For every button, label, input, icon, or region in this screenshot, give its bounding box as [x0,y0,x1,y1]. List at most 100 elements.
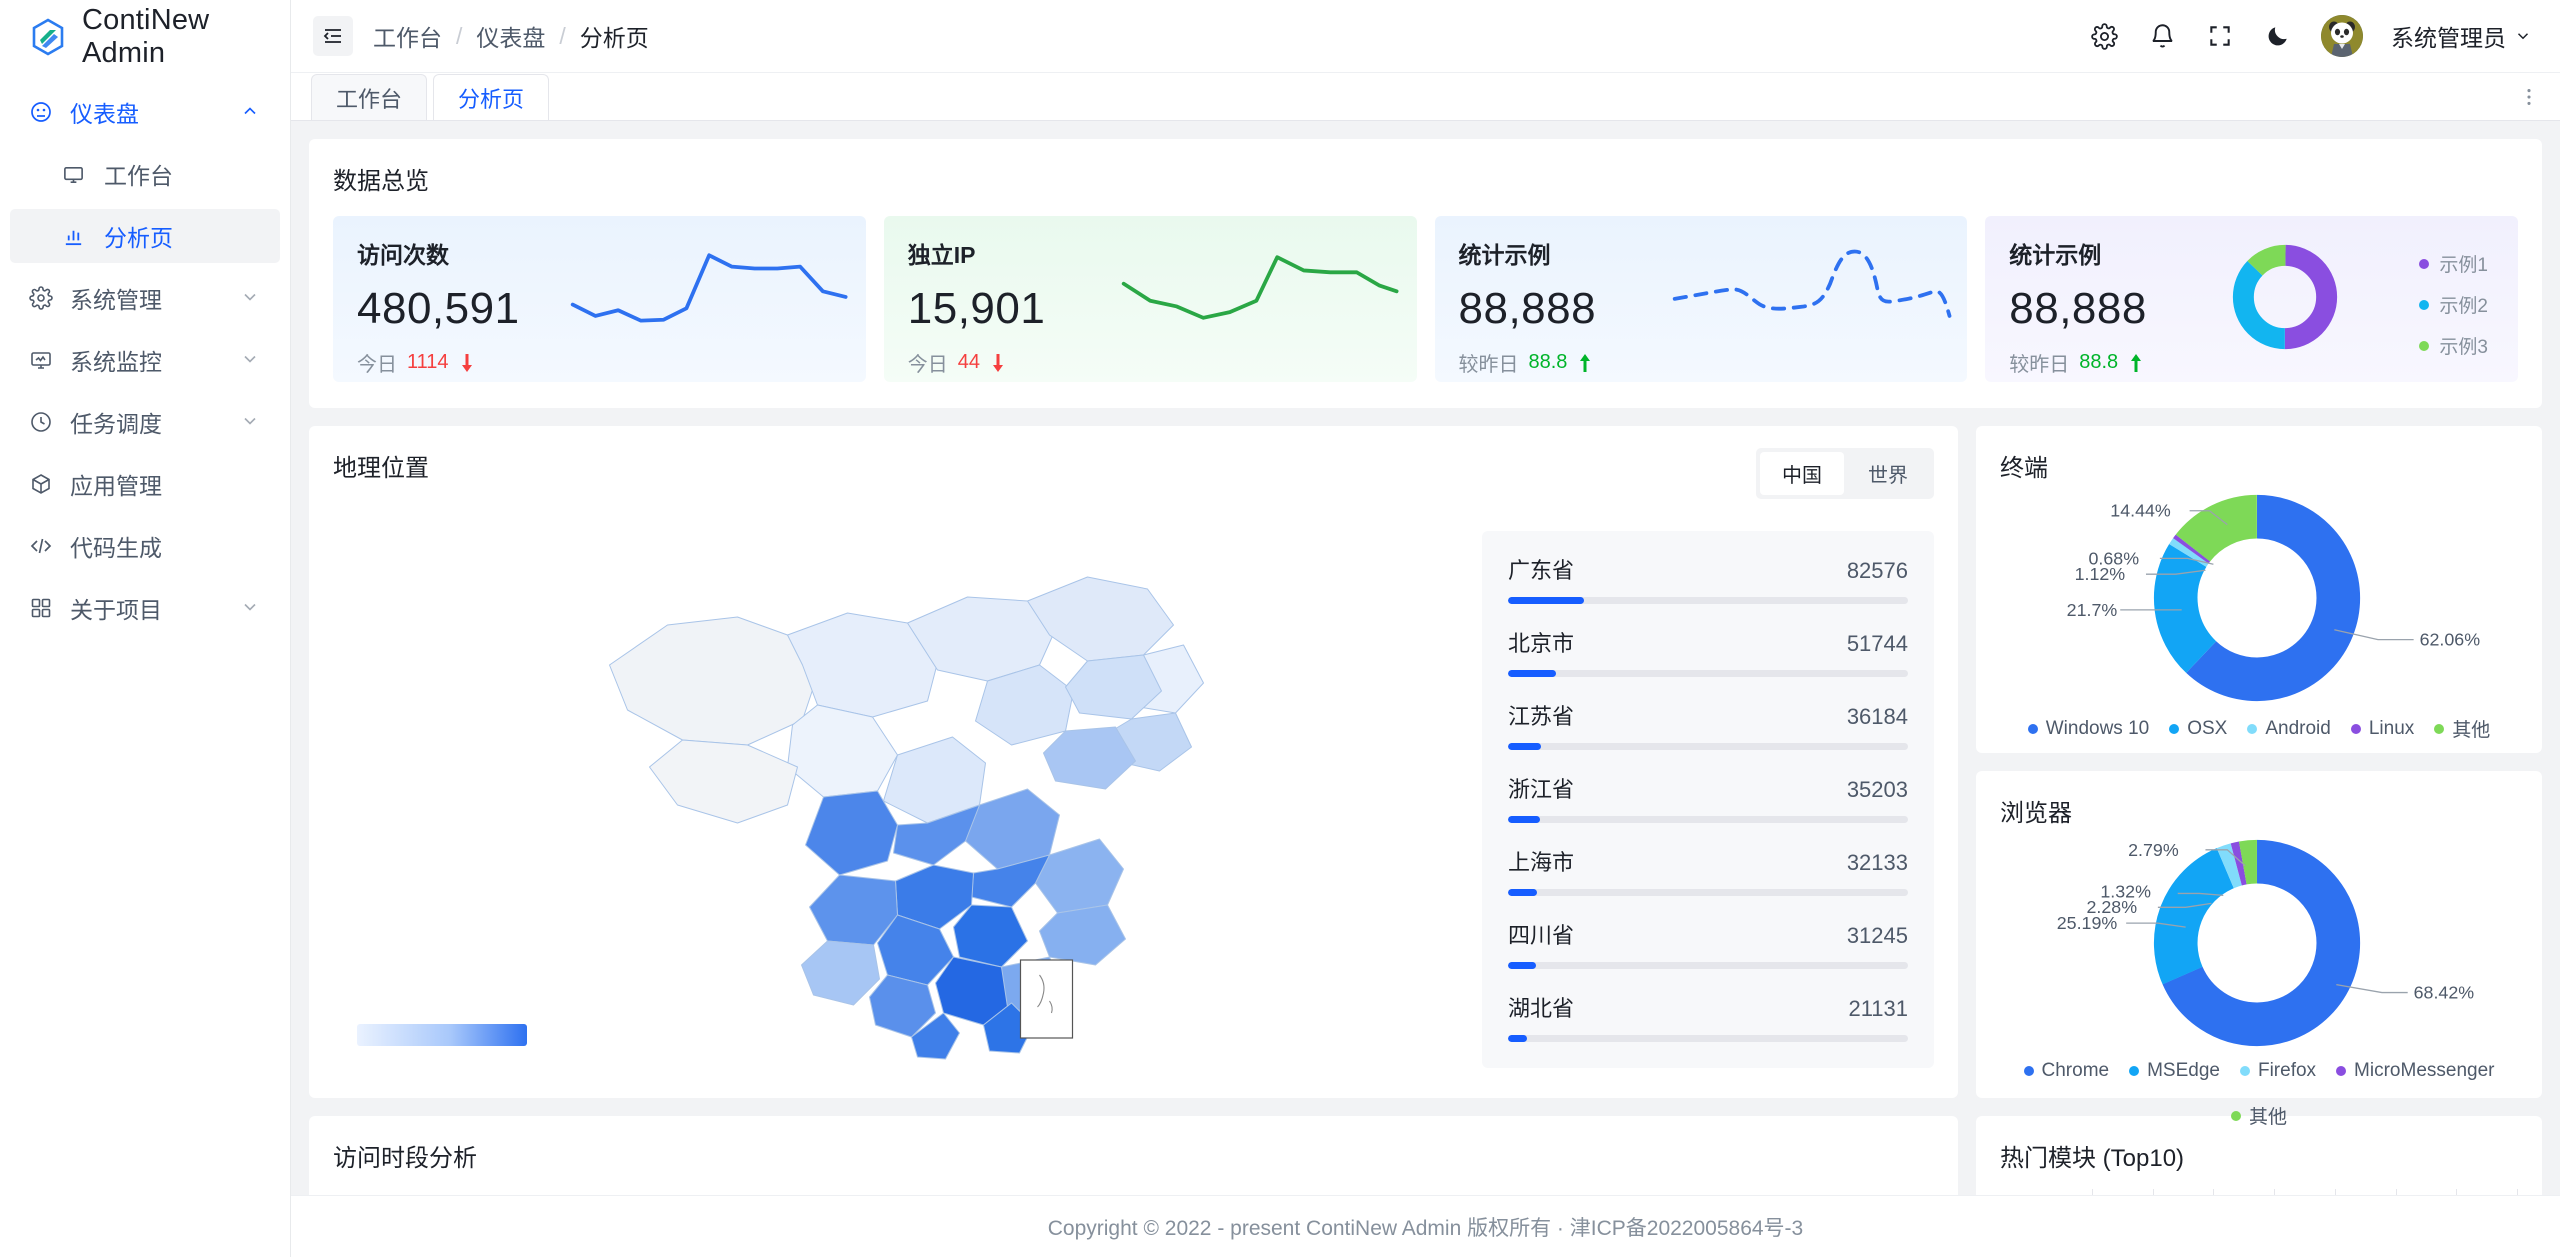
province-ranking-list: 广东省 82576 北京市 51744 江苏省 36184 [1482,531,1934,1068]
tab-analysis[interactable]: 分析页 [433,74,550,120]
legend-label: Android [2265,717,2331,739]
tab-workbench[interactable]: 工作台 [311,74,428,120]
stat-name: 统计示例 [2009,242,2102,268]
sidebar-item-about-project[interactable]: 关于项目 [10,581,280,635]
province-value: 35203 [1846,777,1908,802]
legend-dot [2434,723,2445,734]
stat-name: 访问次数 [357,242,449,268]
brand-name: ContiNew Admin [82,3,210,69]
sidebar-item-label: 系统管理 [70,287,162,313]
province-name: 北京市 [1508,631,1575,656]
legend-item: Linux [2350,715,2415,742]
sidebar-item-workbench[interactable]: 工作台 [10,147,280,201]
gear-icon[interactable] [2089,21,2119,51]
sidebar-item-label: 分析页 [104,225,173,251]
timeline-card: 访问时段分析 100k [309,1116,1958,1195]
more-vertical-icon[interactable] [2518,86,2540,120]
legend-label: Linux [2368,717,2415,739]
legend-dot [2350,723,2361,734]
legend-item: MSEdge [2129,1060,2220,1082]
terminal-title: 终端 [2000,455,2048,482]
province-value: 32133 [1846,850,1908,875]
province-value: 36184 [1846,704,1908,729]
sidebar-item-dashboard[interactable]: 仪表盘 [10,85,280,139]
list-item[interactable]: 浙江省 35203 [1508,772,1908,823]
right-column: 终端 [1976,426,2542,1128]
hot-modules-title: 热门模块 (Top10) [2000,1145,2185,1172]
province-bar [1508,670,1908,677]
legend-dot [2169,723,2180,734]
stat-card-unique-ip[interactable]: 独立IP 15,901 今日 44 [883,216,1417,382]
province-bar [1508,889,1908,896]
breadcrumb-item-3[interactable]: 分析页 [579,25,649,51]
breadcrumb-item-2[interactable]: 仪表盘 [476,25,546,51]
stat-sub-value: 1114 [407,351,449,373]
taiwan-inset [1019,959,1074,1039]
overview-card: 数据总览 访问次数 480,591 今日 1114 [309,139,2542,408]
sidebar-item-code-generation[interactable]: 代码生成 [10,519,280,573]
list-item[interactable]: 北京市 51744 [1508,626,1908,677]
avatar[interactable] [2321,15,2363,57]
sidebar-item-analysis[interactable]: 分析页 [10,209,280,263]
brand[interactable]: ContiNew Admin [0,0,290,73]
user-menu[interactable]: 系统管理员 [2391,19,2532,53]
stat-card-example-line[interactable]: 统计示例 88,888 较昨日 88.8 [1434,216,1968,382]
china-map[interactable] [333,505,1482,1068]
sidebar-item-label: 代码生成 [70,535,162,561]
pie-label-other: 14.44% [2110,501,2171,521]
trend-down-icon [459,353,475,372]
legend-item: 其他 [2434,715,2490,742]
stat-card-visits[interactable]: 访问次数 480,591 今日 1114 [333,216,866,382]
list-item[interactable]: 江苏省 36184 [1508,699,1908,750]
stat-value: 15,901 [907,284,1046,333]
stat-value: 480,591 [357,284,520,333]
legend-item: Android [2247,715,2331,742]
chevron-down-icon [240,597,262,619]
sidebar-item-system-management[interactable]: 系统管理 [10,271,280,325]
bottom-section: 访问时段分析 100k 热门模块 (Top10) 用户管理 [309,1116,2542,1195]
breadcrumb-item-1[interactable]: 工作台 [373,25,442,51]
monitor-icon [60,161,86,187]
breadcrumb-separator: / [456,22,463,49]
stat-subtext: 较昨日 88.8 [1459,348,1597,377]
collapse-sidebar-icon[interactable] [313,16,353,56]
sidebar-item-label: 工作台 [104,163,173,189]
stat-value: 88,888 [1458,284,1597,333]
legend-item: 示例2 [2419,291,2488,318]
pie-label-osx: 21.7% [2067,600,2118,620]
legend-dot [2239,1066,2250,1076]
list-item[interactable]: 湖北省 21131 [1508,991,1908,1042]
province-bar [1508,597,1908,604]
seg-btn-world[interactable]: 世界 [1868,465,1908,487]
list-item[interactable]: 四川省 31245 [1508,918,1908,969]
hot-modules-card: 热门模块 (Top10) 用户管理 [1976,1116,2542,1195]
legend-label: 示例1 [2439,255,2488,276]
province-name: 广东省 [1508,558,1575,583]
stat-sub-label: 今日 [907,354,948,376]
list-item[interactable]: 广东省 82576 [1508,553,1908,604]
sparkline-unique-ip [1121,255,1399,320]
sparkline-example [1672,249,1952,318]
sidebar-item-task-schedule[interactable]: 任务调度 [10,395,280,449]
legend-item: OSX [2169,715,2227,742]
sidebar-item-system-monitor[interactable]: 系统监控 [10,333,280,387]
bell-icon[interactable] [2147,21,2177,51]
pie-label-msedge: 25.19% [2057,913,2118,933]
timeline-title: 访问时段分析 [333,1145,477,1172]
province-name: 江苏省 [1508,704,1575,729]
stat-card-example-donut[interactable]: 统计示例 88,888 较昨日 88.8 [1985,216,2518,382]
bar-chart-icon [60,223,86,249]
list-item[interactable]: 上海市 32133 [1508,845,1908,896]
page-scroll-area[interactable]: 数据总览 访问次数 480,591 今日 1114 [291,121,2560,1195]
stat-name: 统计示例 [1458,242,1551,268]
seg-btn-china[interactable]: 中国 [1760,452,1844,495]
pie-label-windows: 62.06% [2420,630,2481,650]
map-region-toggle: 中国 世界 [1756,448,1934,499]
sidebar-item-label: 系统监控 [70,349,162,375]
stat-name: 独立IP [907,242,976,268]
moon-icon[interactable] [2263,21,2293,51]
dashboard-icon [28,99,54,125]
sidebar-item-app-management[interactable]: 应用管理 [10,457,280,511]
fullscreen-icon[interactable] [2205,21,2235,51]
